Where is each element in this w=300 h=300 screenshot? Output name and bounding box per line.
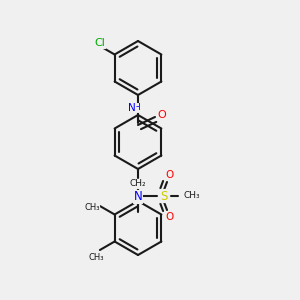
Text: CH₃: CH₃	[84, 203, 100, 212]
Text: H: H	[134, 103, 140, 112]
Text: CH₂: CH₂	[130, 179, 146, 188]
Text: N: N	[134, 190, 142, 203]
Text: CH₃: CH₃	[88, 254, 103, 262]
Text: O: O	[166, 170, 174, 180]
Text: Cl: Cl	[94, 38, 106, 49]
Text: O: O	[158, 110, 166, 120]
Text: CH₃: CH₃	[184, 191, 200, 200]
Text: O: O	[166, 212, 174, 222]
Text: S: S	[160, 190, 168, 202]
Text: N: N	[128, 103, 136, 113]
